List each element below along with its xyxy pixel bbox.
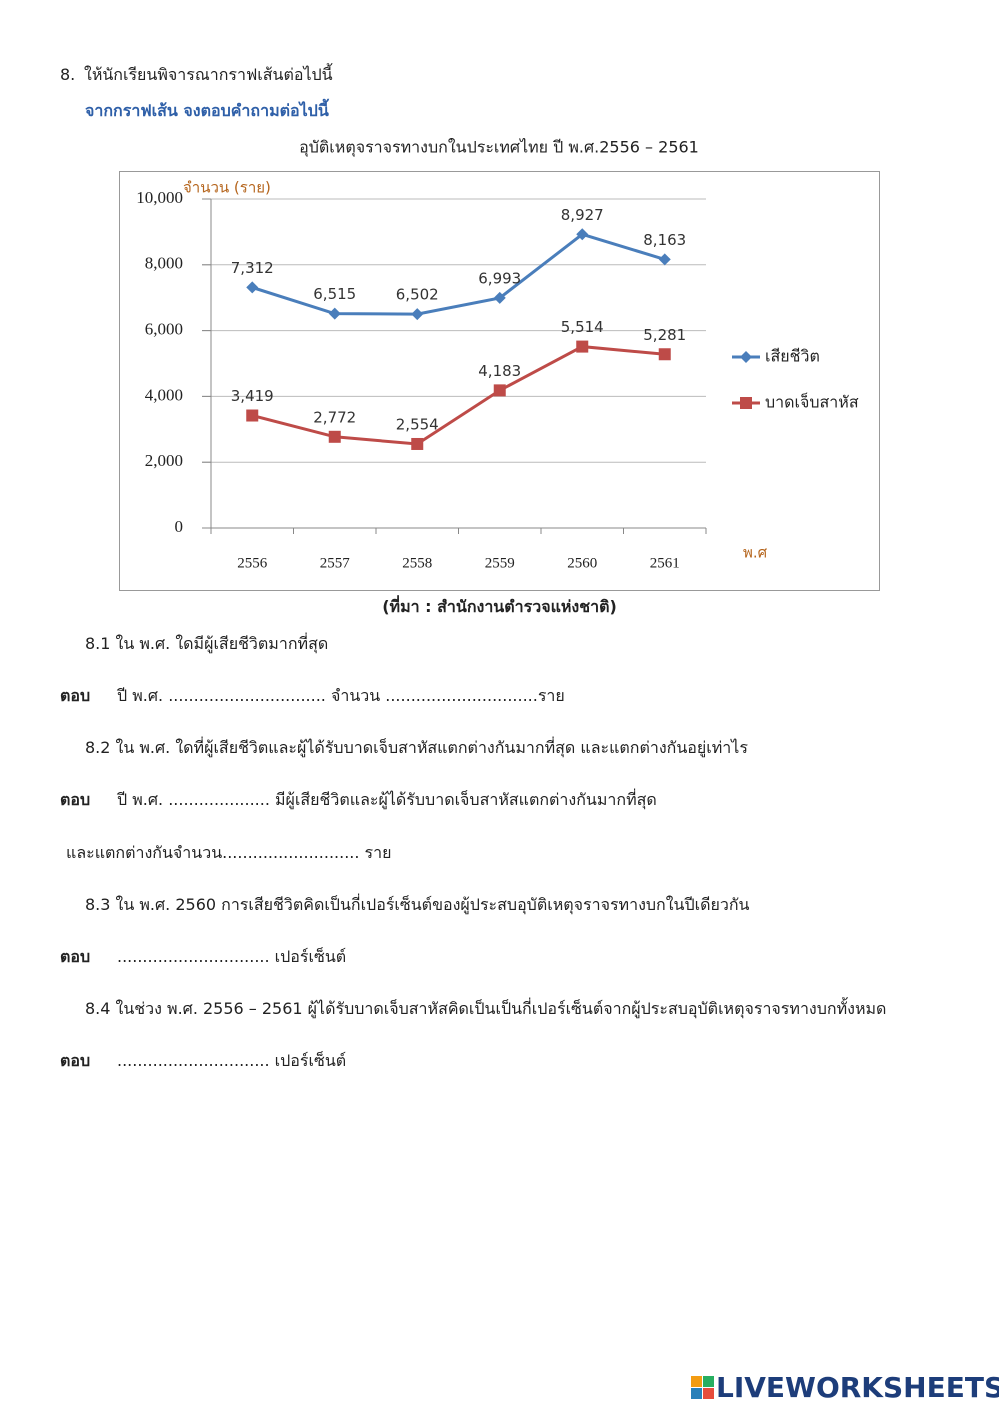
point-marker: [658, 348, 671, 361]
y-tick-label: 6,000: [145, 320, 183, 339]
answer-line: และแตกต่างกันจำนวน......................…: [66, 843, 392, 862]
answer-line: .............................. เปอร์เซ็น…: [117, 947, 347, 966]
legend-label: บาดเจ็บสาหัส: [765, 392, 859, 412]
answer-line: ปี พ.ศ. ............................... …: [117, 686, 565, 705]
answer-label: ตอบ: [60, 686, 91, 705]
legend-label: เสียชีวิต: [765, 347, 820, 366]
point-marker: [246, 409, 259, 422]
chart-title: อุบัติเหตุจราจรทางบกในประเทศไทย ปี พ.ศ.2…: [299, 138, 699, 158]
data-label: 8,163: [643, 231, 686, 249]
question-number: 8.: [60, 65, 76, 84]
item-question: 8.4 ในช่วง พ.ศ. 2556 – 2561 ผู้ได้รับบาด…: [85, 999, 887, 1018]
answer-line: ปี พ.ศ. .................... มีผู้เสียชี…: [117, 790, 657, 809]
data-label: 6,502: [396, 286, 439, 304]
data-label: 5,281: [643, 326, 686, 344]
x-tick-label: 2560: [567, 555, 597, 571]
y-axis-label: จำนวน (ราย): [183, 179, 271, 197]
answer-label: ตอบ: [60, 790, 91, 809]
data-label: 4,183: [478, 362, 521, 380]
brand: LIVEWORKSHEETS: [716, 1371, 999, 1404]
x-axis-label: พ.ศ: [743, 544, 768, 562]
series-line: [251, 345, 665, 446]
item-question: 8.3 ใน พ.ศ. 2560 การเสียชีวิตคิดเป็นกี่เ…: [85, 895, 750, 914]
answer-label: ตอบ: [60, 947, 91, 966]
brand-icon: [691, 1376, 714, 1399]
point-marker: [246, 281, 259, 294]
point-marker: [328, 307, 341, 320]
y-tick-label: 10,000: [136, 188, 183, 207]
instruction: จากกราฟเส้น จงตอบคำถามต่อไปนี้: [85, 101, 329, 120]
x-tick-label: 2558: [402, 555, 432, 571]
x-tick-label: 2557: [320, 555, 351, 571]
data-label: 2,554: [396, 415, 439, 433]
x-tick-label: 2556: [237, 555, 268, 571]
data-label: 2,772: [313, 408, 356, 426]
x-tick-label: 2561: [650, 555, 680, 571]
data-label: 3,419: [231, 387, 274, 405]
y-tick-label: 0: [175, 517, 184, 536]
point-marker: [576, 340, 589, 353]
item-question: 8.1 ใน พ.ศ. ใดมีผู้เสียชีวิตมากที่สุด: [85, 634, 329, 653]
answer-line: .............................. เปอร์เซ็น…: [117, 1051, 347, 1070]
legend-marker: [740, 397, 752, 409]
y-tick-label: 2,000: [145, 451, 183, 470]
chart: อุบัติเหตุจราจรทางบกในประเทศไทย ปี พ.ศ.2…: [119, 138, 880, 591]
item-question: 8.2 ใน พ.ศ. ใดที่ผู้เสียชีวิตและผู้ได้รั…: [85, 738, 748, 757]
data-label: 7,312: [231, 259, 274, 277]
legend-marker: [740, 351, 752, 363]
data-label: 8,927: [561, 206, 604, 224]
point-marker: [493, 384, 506, 397]
point-marker: [328, 430, 341, 443]
x-tick-label: 2559: [485, 555, 515, 571]
answer-label: ตอบ: [60, 1051, 91, 1070]
y-tick-label: 4,000: [145, 385, 183, 404]
data-label: 6,515: [313, 285, 356, 303]
point-marker: [493, 291, 506, 304]
series-line: [251, 232, 666, 316]
question-text: ให้นักเรียนพิจารณากราฟเส้นต่อไปนี้: [84, 65, 333, 84]
point-marker: [411, 437, 424, 450]
point-marker: [658, 253, 671, 266]
point-marker: [411, 308, 424, 321]
chart-frame: [119, 171, 880, 591]
data-label: 6,993: [478, 269, 521, 287]
source: (ที่มา : สำนักงานตำรวจแห่งชาติ): [382, 597, 617, 616]
point-marker: [576, 228, 589, 241]
y-tick-label: 8,000: [145, 254, 183, 273]
data-label: 5,514: [561, 318, 604, 336]
